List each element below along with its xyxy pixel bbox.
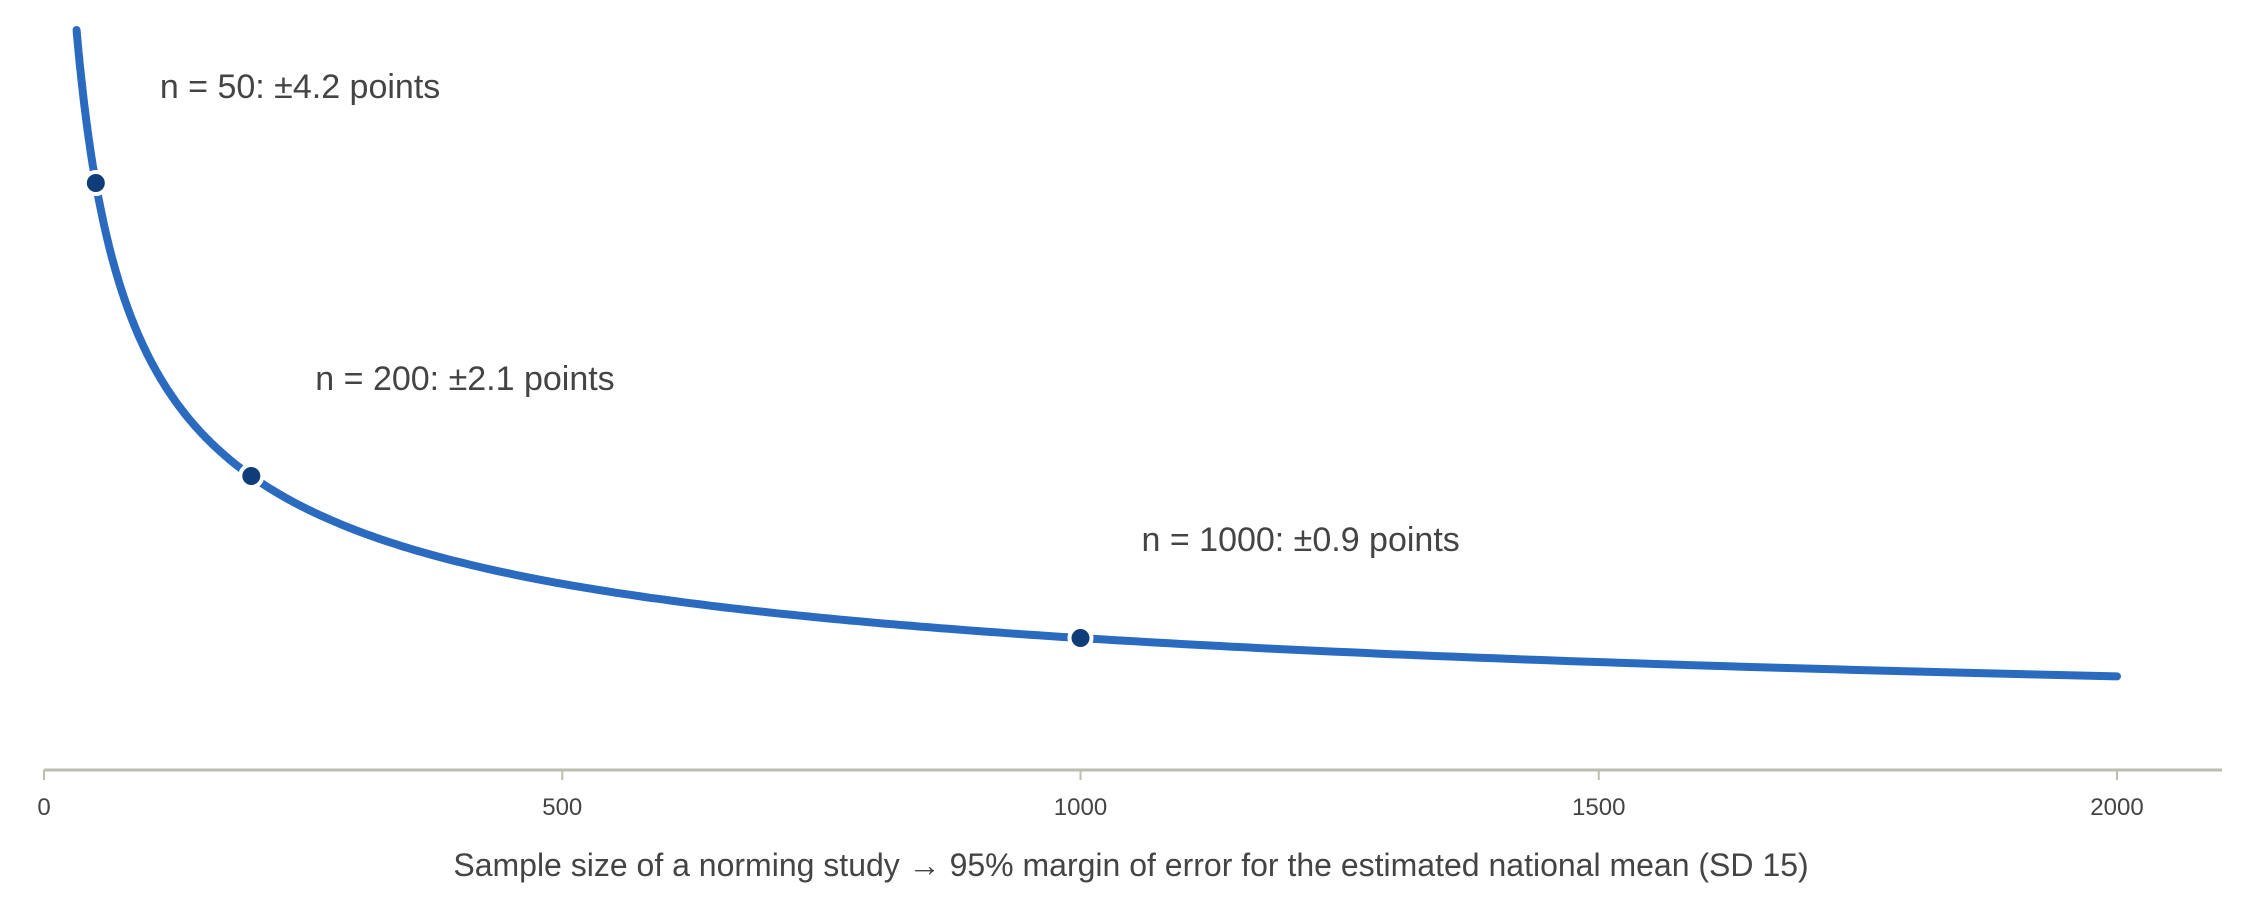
- highlighted-point: [1067, 625, 1094, 651]
- x-tick-label: 2000: [2090, 794, 2143, 821]
- point-annotation: n = 50: ±4.2 points: [160, 68, 440, 106]
- point-annotation: n = 1000: ±0.9 points: [1142, 521, 1460, 559]
- highlighted-point: [82, 170, 109, 196]
- highlighted-points: [82, 170, 1094, 651]
- x-axis-label: Sample size of a norming study → 95% mar…: [453, 847, 1808, 883]
- x-tick-label: 1500: [1572, 794, 1625, 821]
- highlighted-point: [238, 463, 265, 490]
- x-axis-ticks: 0 500 1000 1500 2000: [37, 770, 2144, 821]
- margin-of-error-curve: [72, 26, 2121, 681]
- x-tick-label: 1000: [1054, 794, 1107, 821]
- x-tick-label: 500: [542, 794, 582, 821]
- point-annotation: n = 200: ±2.1 points: [315, 360, 614, 398]
- x-tick-label: 0: [37, 794, 50, 821]
- point-annotations: n = 50: ±4.2 points n = 200: ±2.1 points n…: [160, 68, 1460, 559]
